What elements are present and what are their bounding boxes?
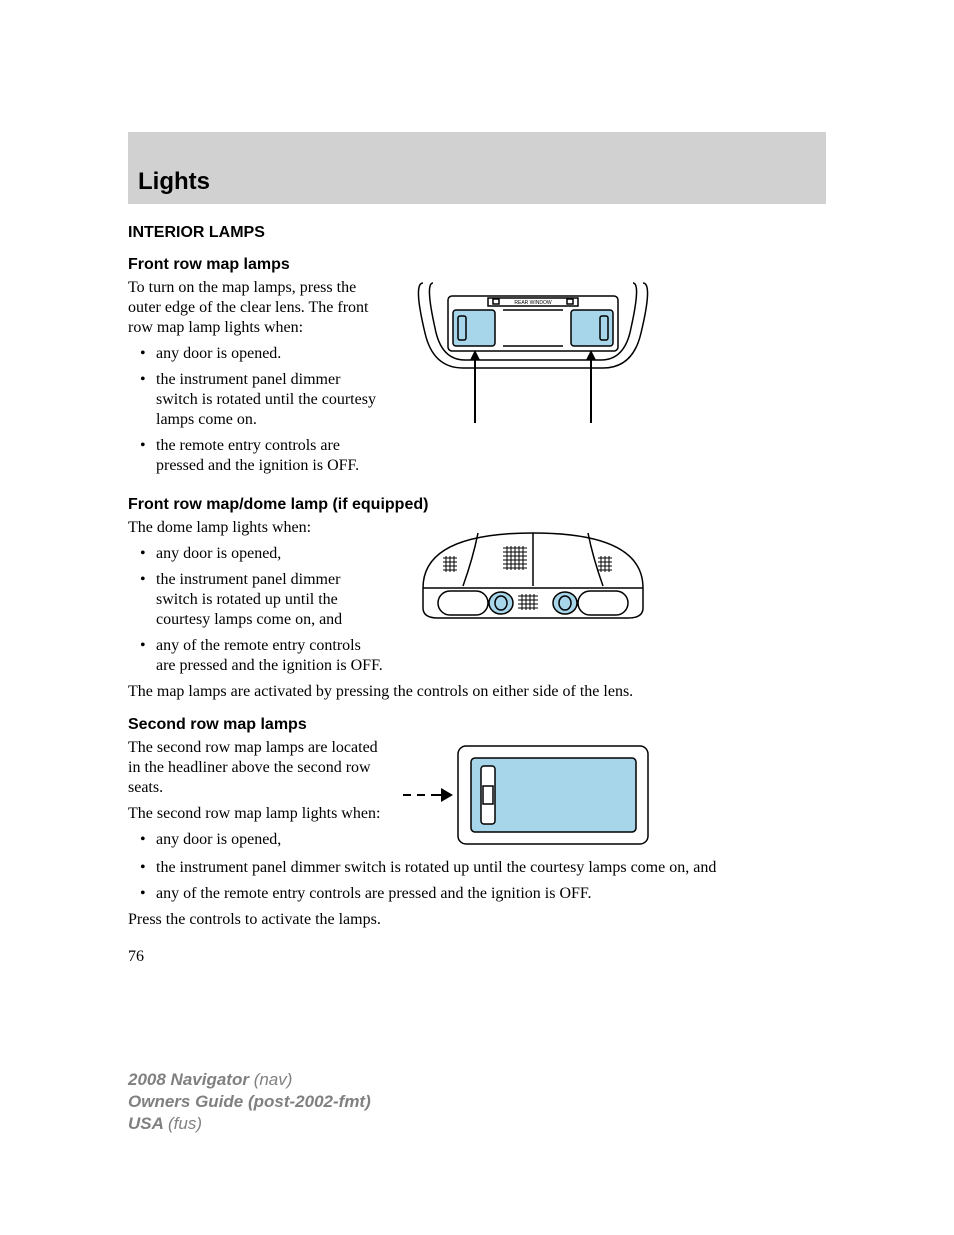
- footer-block: 2008 Navigator (nav) Owners Guide (post-…: [128, 1069, 371, 1135]
- front-row-lamp-icon: REAR WINDOW: [403, 278, 663, 428]
- subheading-s3: Second row map lamps: [128, 716, 826, 734]
- chapter-header-bar: Lights: [128, 132, 826, 204]
- list-item: any door is opened,: [140, 544, 383, 564]
- s1-list: any door is opened. the instrument panel…: [128, 344, 383, 476]
- footer-line3-bold: USA: [128, 1114, 168, 1133]
- footer-line3-italic: (fus): [168, 1114, 202, 1133]
- rear-window-label: REAR WINDOW: [514, 300, 552, 306]
- list-item: any of the remote entry controls are pre…: [140, 636, 383, 676]
- subheading-s1: Front row map lamps: [128, 256, 826, 274]
- s3-intro2: The second row map lamp lights when:: [128, 804, 383, 824]
- list-item: the remote entry controls are pressed an…: [140, 436, 383, 476]
- footer-line1-bold: 2008 Navigator: [128, 1070, 254, 1089]
- s1-diagram: REAR WINDOW: [403, 278, 663, 433]
- footer-line2: Owners Guide (post-2002-fmt): [128, 1092, 371, 1111]
- section-front-row-dome-lamp: Front row map/dome lamp (if equipped) Th…: [128, 496, 826, 702]
- page-number: 76: [128, 948, 826, 966]
- s2-intro: The dome lamp lights when:: [128, 518, 383, 538]
- chapter-title: Lights: [138, 168, 210, 196]
- second-row-lamp-icon: [403, 738, 663, 853]
- footer-line1-italic: (nav): [254, 1070, 293, 1089]
- s3-after: Press the controls to activate the lamps…: [128, 910, 826, 930]
- section-second-row-map-lamps: Second row map lamps The second row map …: [128, 716, 826, 930]
- s3-list-bottom: the instrument panel dimmer switch is ro…: [128, 858, 826, 904]
- list-item: the instrument panel dimmer switch is ro…: [140, 370, 383, 430]
- list-item: any of the remote entry controls are pre…: [140, 884, 826, 904]
- subheading-s2: Front row map/dome lamp (if equipped): [128, 496, 826, 514]
- s3-intro1: The second row map lamps are located in …: [128, 738, 383, 798]
- s1-intro: To turn on the map lamps, press the oute…: [128, 278, 383, 338]
- list-item: any door is opened,: [140, 830, 383, 850]
- s2-list: any door is opened, the instrument panel…: [128, 544, 383, 676]
- s3-diagram: [403, 738, 663, 858]
- section-front-row-map-lamps: Front row map lamps To turn on the map l…: [128, 256, 826, 482]
- list-item: any door is opened.: [140, 344, 383, 364]
- s2-after: The map lamps are activated by pressing …: [128, 682, 826, 702]
- list-item: the instrument panel dimmer switch is ro…: [140, 570, 383, 630]
- s3-list-top: any door is opened,: [128, 830, 383, 850]
- s2-diagram: [403, 518, 663, 643]
- list-item: the instrument panel dimmer switch is ro…: [140, 858, 826, 878]
- dome-lamp-icon: [403, 518, 663, 638]
- section-heading: INTERIOR LAMPS: [128, 224, 826, 242]
